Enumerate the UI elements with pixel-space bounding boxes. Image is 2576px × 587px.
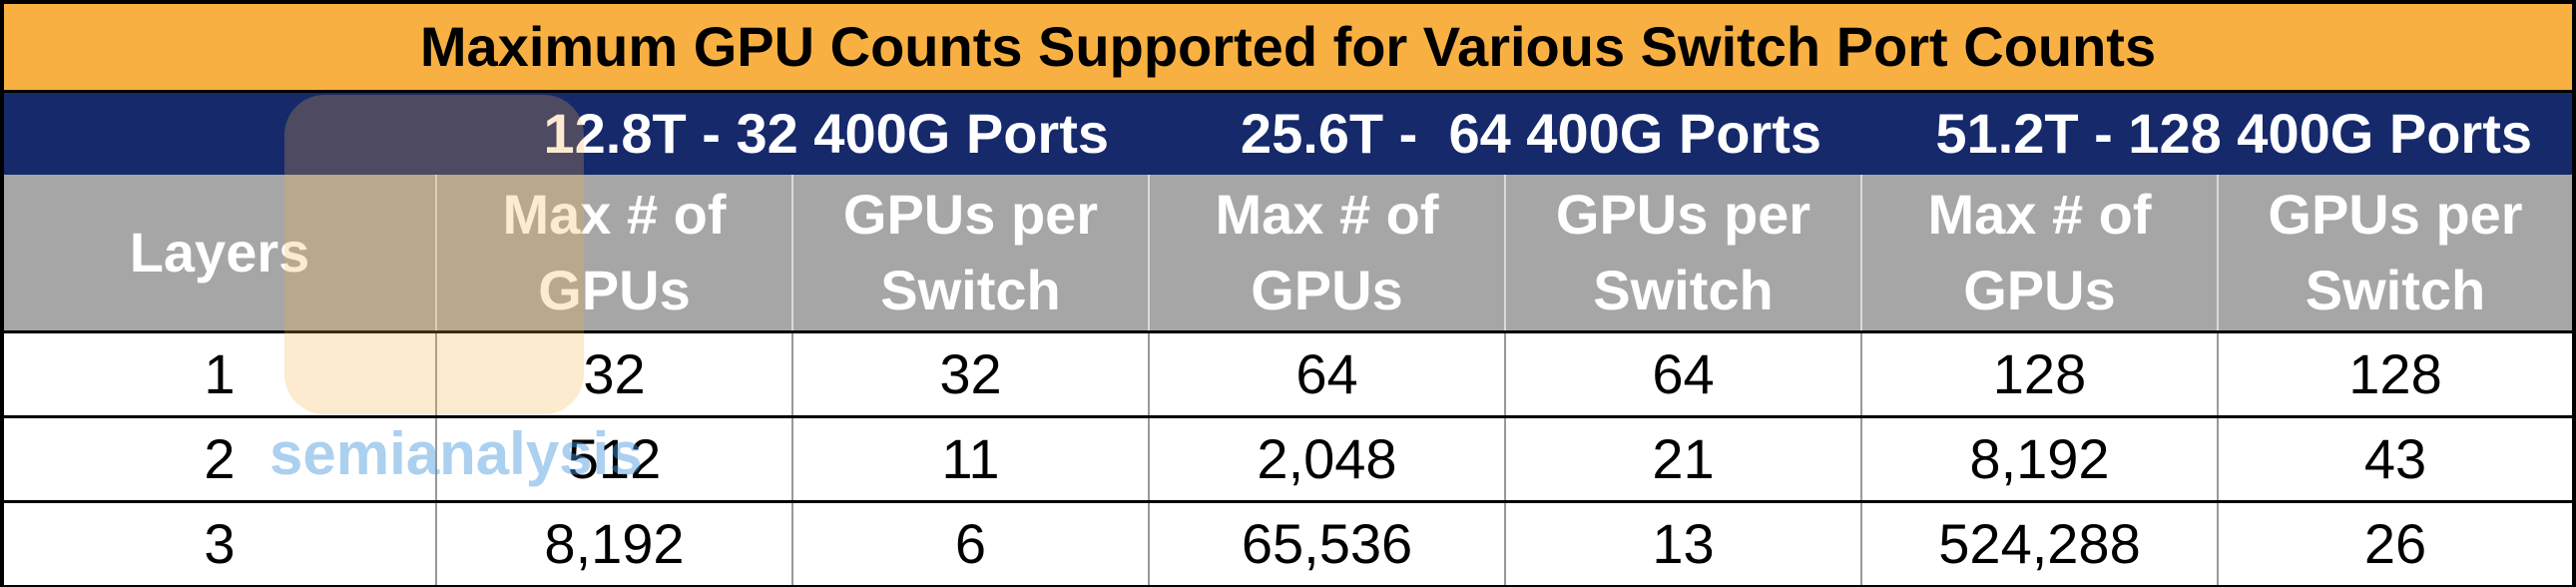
group-header: 51.2T - 128 400G Ports xyxy=(1861,91,2574,175)
group-header: 25.6T - 64 400G Ports xyxy=(1149,91,1861,175)
column-header: GPUs per Switch xyxy=(791,175,1149,332)
column-header: GPUs per Switch xyxy=(2217,175,2574,332)
cell: 11 xyxy=(791,415,1149,502)
cell: 21 xyxy=(1504,415,1861,502)
column-header: Max # of GPUs xyxy=(1148,175,1505,332)
title: Maximum GPU Counts Supported for Various… xyxy=(2,2,2574,93)
column-header: Max # of GPUs xyxy=(1860,175,2218,332)
cell: 128 xyxy=(2217,330,2574,417)
cell: 64 xyxy=(1504,330,1861,417)
cell: 6 xyxy=(791,500,1149,587)
cell: 1 xyxy=(1,330,436,417)
cell: 43 xyxy=(2217,415,2574,502)
cell: 3 xyxy=(1,500,436,587)
group-spacer xyxy=(2,91,436,175)
cell: 2,048 xyxy=(1148,415,1505,502)
cell: 512 xyxy=(435,415,792,502)
column-header: GPUs per Switch xyxy=(1504,175,1861,332)
cell: 32 xyxy=(791,330,1149,417)
header-row: Layers Max # of GPUs GPUs per Switch Max # … xyxy=(1,175,2574,332)
title-row: Maximum GPU Counts Supported for Various… xyxy=(2,2,2574,93)
data-row: 1 32 32 64 64 128 128 xyxy=(1,330,2574,417)
cell: 524,288 xyxy=(1860,500,2218,587)
cell: 64 xyxy=(1148,330,1505,417)
cell: 32 xyxy=(435,330,792,417)
data-row: 3 8,192 6 65,536 13 524,288 26 xyxy=(1,500,2574,587)
cell: 65,536 xyxy=(1148,500,1505,587)
cell: 8,192 xyxy=(435,500,792,587)
column-header: Layers xyxy=(1,175,436,332)
cell: 128 xyxy=(1860,330,2218,417)
cell: 8,192 xyxy=(1860,415,2218,502)
cell: 26 xyxy=(2217,500,2574,587)
cell: 13 xyxy=(1504,500,1861,587)
group-row: 12.8T - 32 400G Ports 25.6T - 64 400G Por… xyxy=(2,91,2574,175)
cell: 2 xyxy=(1,415,436,502)
data-row: 2 512 11 2,048 21 8,192 43 xyxy=(1,415,2574,502)
column-header: Max # of GPUs xyxy=(435,175,792,332)
group-header: 12.8T - 32 400G Ports xyxy=(436,91,1149,175)
